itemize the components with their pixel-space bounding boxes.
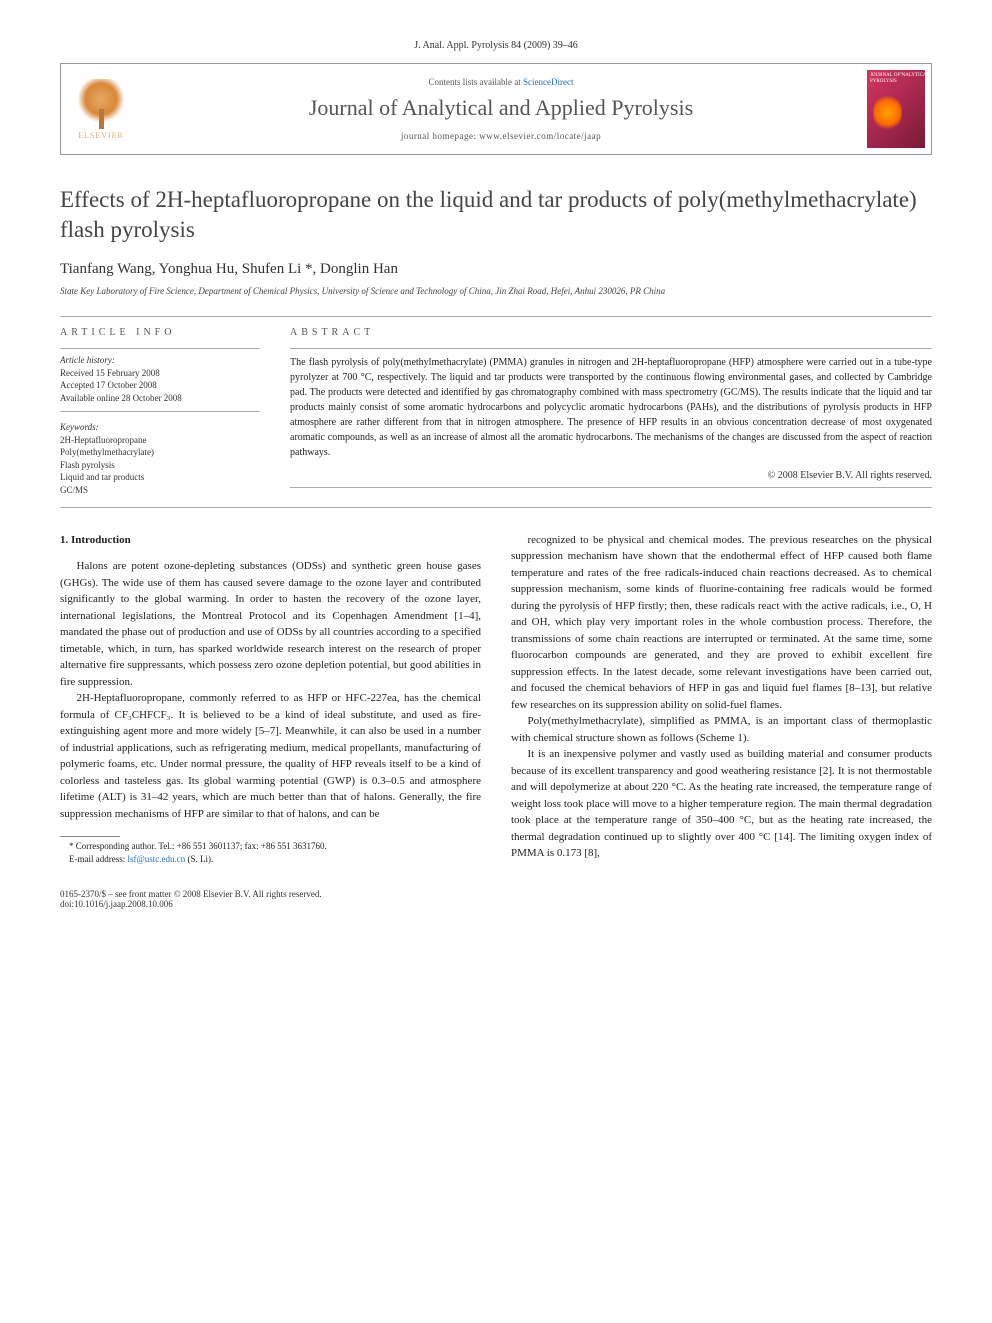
journal-cover-image — [867, 70, 925, 148]
article-info-heading: ARTICLE INFO — [60, 327, 260, 338]
journal-center: Contents lists available at ScienceDirec… — [141, 64, 861, 154]
contents-available-line: Contents lists available at ScienceDirec… — [161, 77, 841, 87]
abstract-block: ABSTRACT The flash pyrolysis of poly(met… — [290, 327, 932, 497]
divider — [60, 507, 932, 508]
footer-copyright: 0165-2370/$ – see front matter © 2008 El… — [60, 889, 322, 899]
corresponding-author-footnote: * Corresponding author. Tel.: +86 551 36… — [60, 840, 481, 853]
footer-left: 0165-2370/$ – see front matter © 2008 El… — [60, 889, 322, 909]
authors-line: Tianfang Wang, Yonghua Hu, Shufen Li *, … — [60, 261, 932, 278]
journal-header-box: ELSEVIER Contents lists available at Sci… — [60, 63, 932, 155]
keyword: 2H-Heptafluoropropane — [60, 434, 260, 447]
divider — [60, 348, 260, 349]
history-label: Article history: — [60, 355, 260, 365]
sciencedirect-link[interactable]: ScienceDirect — [523, 77, 573, 87]
info-abstract-row: ARTICLE INFO Article history: Received 1… — [60, 327, 932, 497]
body-text: 1. Introduction Halons are potent ozone-… — [60, 532, 932, 866]
body-paragraph: recognized to be physical and chemical m… — [511, 532, 932, 714]
article-title: Effects of 2H-heptafluoropropane on the … — [60, 185, 932, 245]
journal-cover — [861, 64, 931, 154]
body-paragraph: 2H-Heptafluoropropane, commonly referred… — [60, 690, 481, 822]
homepage-url: www.elsevier.com/locate/jaap — [479, 131, 601, 141]
body-paragraph: Poly(methylmethacrylate), simplified as … — [511, 713, 932, 746]
abstract-copyright: © 2008 Elsevier B.V. All rights reserved… — [290, 470, 932, 481]
homepage-prefix: journal homepage: — [401, 131, 479, 141]
contents-prefix: Contents lists available at — [429, 77, 523, 87]
abstract-heading: ABSTRACT — [290, 327, 932, 338]
elsevier-tree-icon — [76, 79, 126, 129]
affiliation: State Key Laboratory of Fire Science, De… — [60, 286, 932, 296]
page-footer: 0165-2370/$ – see front matter © 2008 El… — [60, 889, 932, 909]
citation-line: J. Anal. Appl. Pyrolysis 84 (2009) 39–46 — [60, 40, 932, 51]
history-received: Received 15 February 2008 — [60, 367, 260, 380]
article-info-block: ARTICLE INFO Article history: Received 1… — [60, 327, 260, 497]
body-paragraph: Halons are potent ozone-depleting substa… — [60, 558, 481, 690]
keyword: GC/MS — [60, 484, 260, 497]
section-heading: 1. Introduction — [60, 532, 481, 549]
divider — [60, 411, 260, 412]
email-footnote: E-mail address: lsf@ustc.edu.cn (S. Li). — [60, 853, 481, 866]
elsevier-text: ELSEVIER — [78, 131, 124, 140]
abstract-text: The flash pyrolysis of poly(methylmethac… — [290, 355, 932, 460]
keyword: Flash pyrolysis — [60, 459, 260, 472]
email-link[interactable]: lsf@ustc.edu.cn — [127, 854, 185, 864]
journal-homepage: journal homepage: www.elsevier.com/locat… — [161, 131, 841, 141]
email-label: E-mail address: — [69, 854, 127, 864]
keyword: Liquid and tar products — [60, 471, 260, 484]
divider — [290, 487, 932, 488]
footnote-separator — [60, 836, 120, 837]
elsevier-logo: ELSEVIER — [61, 64, 141, 154]
email-suffix: (S. Li). — [185, 854, 213, 864]
divider — [60, 316, 932, 317]
footer-doi: doi:10.1016/j.jaap.2008.10.006 — [60, 899, 322, 909]
history-online: Available online 28 October 2008 — [60, 392, 260, 405]
history-accepted: Accepted 17 October 2008 — [60, 379, 260, 392]
body-paragraph: It is an inexpensive polymer and vastly … — [511, 746, 932, 862]
keyword: Poly(methylmethacrylate) — [60, 446, 260, 459]
journal-name: Journal of Analytical and Applied Pyroly… — [161, 95, 841, 121]
keywords-label: Keywords: — [60, 422, 260, 432]
divider — [290, 348, 932, 349]
